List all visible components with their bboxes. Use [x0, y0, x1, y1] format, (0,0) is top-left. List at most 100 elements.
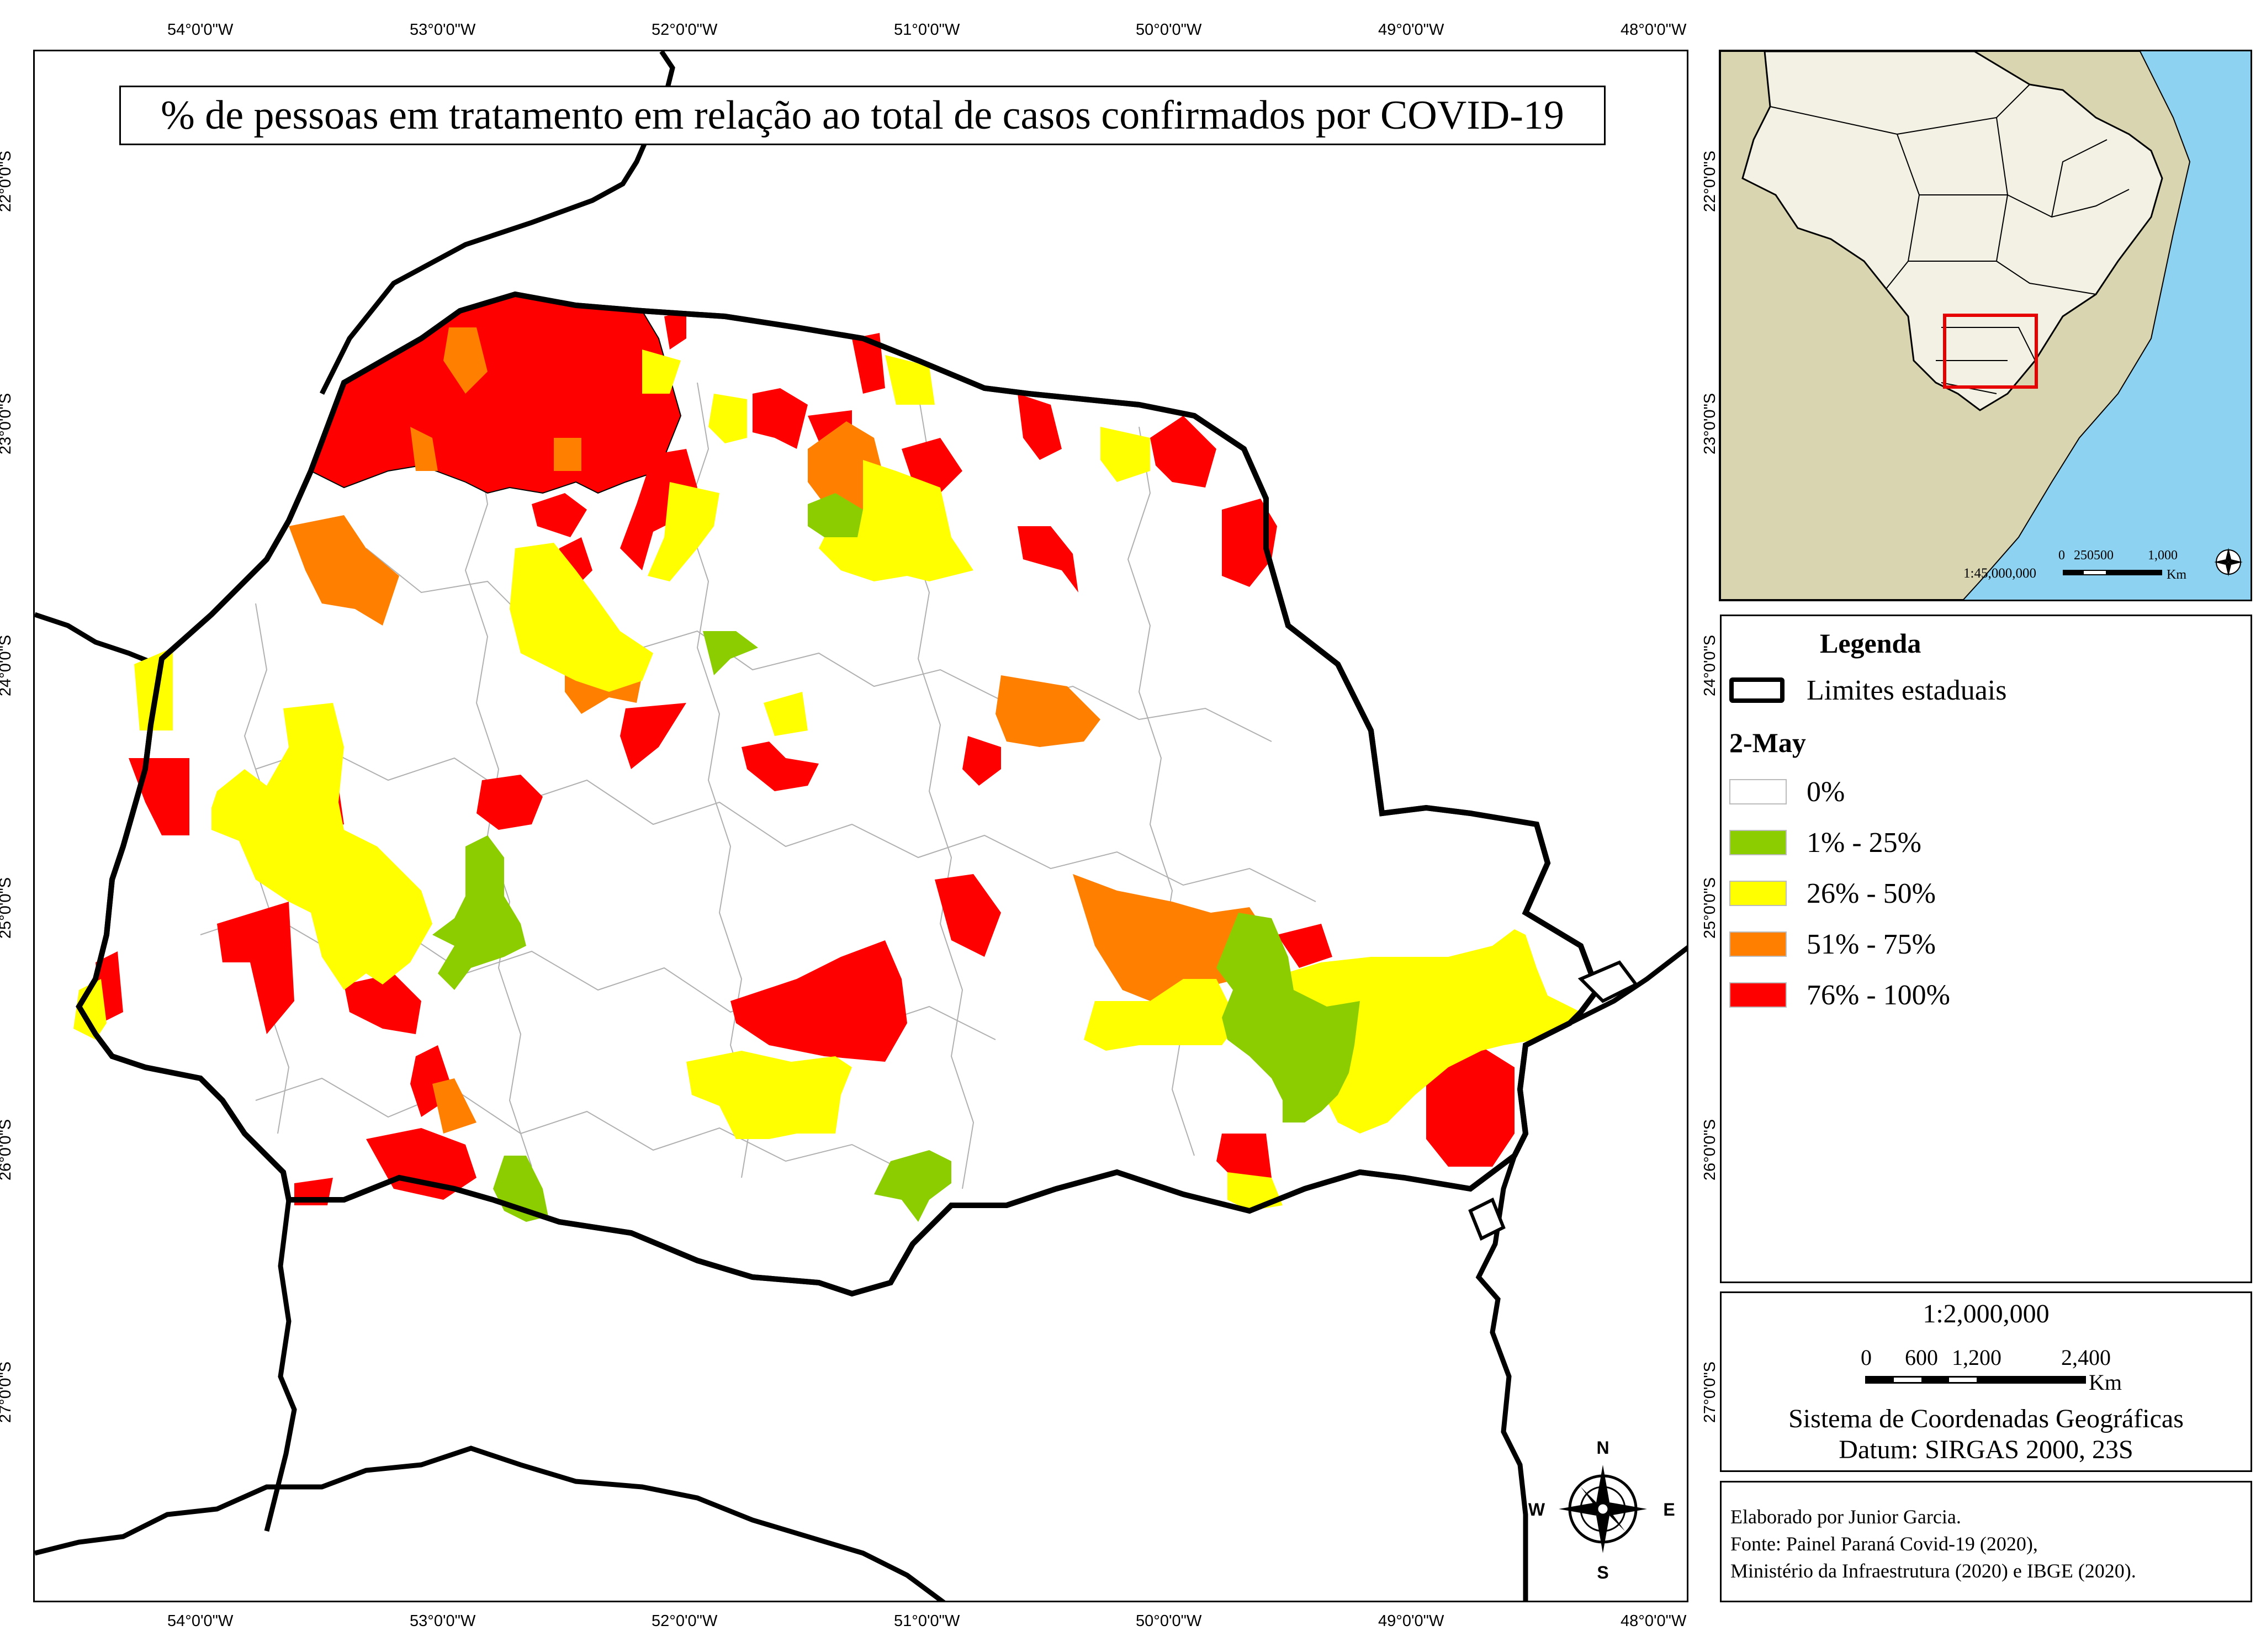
orange-region	[432, 1078, 476, 1134]
yellow-region	[1266, 929, 1581, 1134]
north-arrow[interactable]: N S E W	[1528, 1438, 1675, 1582]
lat-tick-label: 25°0'0"S	[0, 877, 15, 939]
red-region	[852, 333, 885, 394]
legend-date: 2-May	[1729, 727, 1806, 758]
scale-ratio: 1:2,000,000	[1923, 1299, 2050, 1328]
yellow-region	[642, 350, 681, 394]
scalebar-segment	[1894, 1378, 1921, 1382]
legend-label-4: 76% - 100%	[1807, 979, 1950, 1011]
lon-tick-label: 51°0'0"W	[894, 21, 960, 39]
compass-center	[1596, 1502, 1609, 1516]
brazil-land	[1741, 51, 2163, 411]
red-region	[935, 874, 1001, 957]
legend-swatch-0	[1729, 779, 1787, 804]
green-region	[874, 1150, 951, 1222]
red-region	[476, 775, 543, 830]
orange-region	[443, 327, 488, 394]
red-region	[1150, 416, 1216, 488]
yellow-region	[648, 482, 719, 581]
island	[1577, 960, 1639, 1003]
legend-label-3: 51% - 75%	[1807, 928, 1936, 960]
credits-box: Elaborado por Junior Garcia. Fonte: Pain…	[1720, 1481, 2252, 1602]
state-boundary-northeast	[1568, 945, 1687, 1026]
compass-east-point	[1603, 1502, 1647, 1516]
inset-scale-ratio: 1:45,000,000	[1963, 566, 2036, 581]
lon-tick-label: 53°0'0"W	[410, 1612, 476, 1630]
lat-tick-label: 26°0'0"S	[0, 1119, 15, 1181]
legend-class-0: 0%	[1729, 776, 1845, 808]
lon-tick-label: 53°0'0"W	[410, 21, 476, 39]
red-region	[620, 703, 686, 769]
lat-tick-label: 25°0'0"S	[1701, 877, 1719, 939]
yellow-region	[686, 1051, 852, 1139]
lat-tick-label: 24°0'0"S	[0, 634, 15, 697]
main-map: N S E W % de pessoas em tratamento em re…	[33, 50, 1688, 1602]
legend-label-0: 0%	[1807, 776, 1845, 808]
legend-swatch-4	[1729, 982, 1787, 1008]
red-region	[620, 449, 697, 570]
lat-tick-label: 23°0'0"S	[0, 393, 15, 455]
inset-scalebar	[2063, 570, 2162, 575]
yellow-region	[819, 460, 973, 581]
map-title: % de pessoas em tratamento em relação ao…	[161, 92, 1564, 138]
inset-north-arrow	[2214, 548, 2243, 576]
scale-label-1: 600	[1905, 1345, 1938, 1370]
crs-line-1: Sistema de Coordenadas Geográficas	[1788, 1404, 2184, 1433]
lat-tick-label: 24°0'0"S	[1701, 634, 1719, 697]
red-region	[1018, 394, 1062, 460]
legend-class-2: 26% - 50%	[1729, 878, 1936, 909]
red-region	[344, 973, 421, 1034]
lon-tick-label: 48°0'0"W	[1621, 21, 1687, 39]
map-title-box: % de pessoas em tratamento em relação ao…	[119, 86, 1606, 145]
yellow-region	[708, 394, 747, 443]
red-region	[730, 940, 907, 1062]
red-region	[742, 742, 819, 791]
lat-tick-label: 22°0'0"S	[0, 150, 15, 213]
orange-region	[554, 438, 581, 471]
red-region	[962, 736, 1001, 786]
legend-swatch-1	[1729, 830, 1787, 855]
map-canvas: N S E W	[35, 51, 1687, 1601]
red-region	[1277, 924, 1332, 968]
lon-tick-label: 51°0'0"W	[894, 1612, 960, 1630]
legend-state-limits: Limites estaduais	[1729, 675, 2006, 706]
scalebar-segment	[1949, 1378, 1977, 1382]
compass-n-label: N	[1596, 1438, 1609, 1458]
red-region	[664, 311, 686, 350]
lon-tick-label: 50°0'0"W	[1136, 1612, 1202, 1630]
scale-label-0: 0	[1861, 1345, 1872, 1370]
legend-swatch-2	[1729, 881, 1787, 906]
inset-scale-unit: Km	[2167, 568, 2186, 582]
lon-tick-label: 52°0'0"W	[652, 21, 718, 39]
compass-north-point	[1596, 1465, 1609, 1509]
lat-tick-label: 27°0'0"S	[0, 1361, 15, 1423]
class-1-25-municipalities	[432, 493, 1360, 1222]
legend-label-2: 26% - 50%	[1807, 877, 1936, 909]
legend-title: Legenda	[1820, 628, 1921, 659]
island	[1468, 1197, 1506, 1241]
scale-unit: Km	[2089, 1370, 2122, 1395]
state-boundary-southwest	[264, 1199, 297, 1532]
state-boundary-west	[35, 612, 157, 667]
legend-class-4: 76% - 100%	[1729, 979, 1950, 1011]
scalebar: 0 600 1,200 2,400 Km	[1861, 1345, 2122, 1395]
state-boundary-south	[35, 1446, 946, 1601]
yellow-region	[211, 703, 432, 990]
red-region	[1216, 1134, 1272, 1183]
state-limits-label: Limites estaduais	[1807, 674, 2007, 706]
orange-region	[410, 427, 438, 471]
compass-e-label: E	[1663, 1500, 1675, 1519]
compass-s-label: S	[1597, 1563, 1608, 1582]
orange-region	[289, 515, 399, 626]
lat-tick-label: 26°0'0"S	[1701, 1119, 1719, 1181]
lon-tick-label: 49°0'0"W	[1378, 21, 1444, 39]
red-region	[1426, 1040, 1515, 1167]
red-region-north	[310, 293, 682, 494]
lat-tick-label: 27°0'0"S	[1701, 1361, 1719, 1423]
scale-box: 1:2,000,000 0 600 1,200 2,400 Km Sistema…	[1720, 1291, 2252, 1472]
credit-author: Elaborado por Junior Garcia.	[1730, 1506, 1961, 1528]
yellow-region	[1100, 427, 1150, 482]
yellow-region	[1084, 979, 1238, 1051]
scale-label-3: 2,400	[2061, 1345, 2111, 1370]
green-region	[1216, 913, 1360, 1122]
